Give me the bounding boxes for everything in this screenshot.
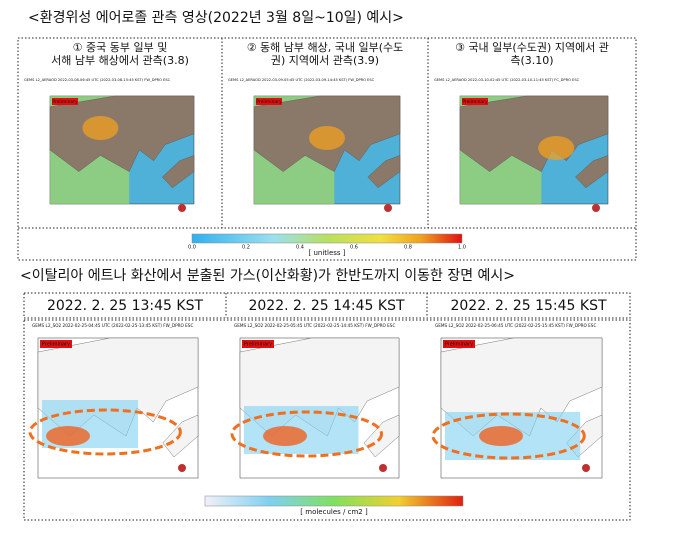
colorbar bbox=[191, 233, 463, 244]
frame bbox=[23, 319, 631, 521]
map-header: GEMS L2_AERAOD 2022-03-08-06:45 UTC (202… bbox=[24, 78, 171, 82]
highlight bbox=[28, 408, 182, 456]
badge: Preliminary bbox=[256, 99, 282, 105]
caption: 측(3.10) bbox=[510, 54, 553, 67]
plume-core bbox=[479, 426, 523, 446]
map-header: GEMS L2_AERAOD 2022-03-09-05:45 UTC (202… bbox=[228, 78, 375, 82]
time-label: 2022. 2. 25 15:45 KST bbox=[450, 298, 606, 314]
map-header: GEMS L2_SO2 2022-02-25-05:45 UTC (2022-0… bbox=[234, 323, 395, 328]
land bbox=[367, 155, 401, 189]
badge-bg bbox=[462, 98, 488, 105]
logo bbox=[384, 204, 392, 212]
colorbar-tick: 0.4 bbox=[296, 245, 304, 251]
frame bbox=[17, 37, 637, 261]
badge: Preliminary bbox=[42, 342, 70, 348]
time-label: 2022. 2. 25 14:45 KST bbox=[248, 298, 404, 314]
map-header: GEMS L2_AERAOD 2022-03-10-02:45 UTC (202… bbox=[434, 78, 580, 82]
logo bbox=[178, 204, 186, 212]
plume bbox=[309, 126, 345, 150]
logo bbox=[178, 464, 186, 472]
highlight bbox=[230, 410, 384, 458]
colorbar-tick: 0.2 bbox=[242, 245, 250, 251]
badge-bg bbox=[443, 340, 475, 348]
caption: 서해 남부 해상에서 관측(3.8) bbox=[51, 53, 189, 67]
colorbar-tick: 0.6 bbox=[350, 245, 358, 251]
plume-core bbox=[263, 426, 307, 446]
highlight bbox=[431, 412, 586, 460]
section-title: <이탈리아 에트나 화산에서 분출된 가스(이산화황)가 한반도까지 이동한 장… bbox=[20, 268, 515, 284]
map-header: GEMS L2_SO2 2022-02-25-04:45 UTC (2022-0… bbox=[32, 323, 193, 328]
badge-bg bbox=[256, 98, 282, 105]
logo bbox=[582, 464, 590, 472]
colorbar bbox=[204, 495, 464, 507]
badge: Preliminary bbox=[52, 99, 78, 105]
plume-core bbox=[46, 426, 90, 446]
logo bbox=[592, 204, 600, 212]
plume bbox=[538, 136, 575, 160]
badge: Preliminary bbox=[462, 99, 488, 105]
section-title: <환경위성 에어로졸 관측 영상(2022년 3월 8일~10일) 예시> bbox=[28, 10, 404, 26]
logo bbox=[379, 464, 387, 472]
badge-bg bbox=[242, 340, 274, 348]
land bbox=[49, 95, 195, 172]
land bbox=[162, 155, 195, 189]
caption: ② 동해 남부 해상, 국내 일부(수도 bbox=[247, 40, 404, 54]
colorbar-unit: [ molecules / cm2 ] bbox=[300, 508, 368, 516]
badge-bg bbox=[40, 340, 72, 348]
caption: ① 중국 동부 일부 및 bbox=[73, 40, 168, 54]
colorbar-unit: [ unitless ] bbox=[308, 249, 345, 257]
badge: Preliminary bbox=[244, 342, 272, 348]
time-label: 2022. 2. 25 13:45 KST bbox=[47, 298, 203, 314]
plume bbox=[82, 116, 119, 140]
map-header: GEMS L2_SO2 2022-02-25-06:45 UTC (2022-0… bbox=[435, 323, 596, 328]
frame bbox=[23, 292, 631, 319]
land bbox=[575, 155, 609, 189]
badge: Preliminary bbox=[445, 342, 473, 348]
colorbar-tick: 0.0 bbox=[188, 245, 196, 251]
colorbar-tick: 1.0 bbox=[458, 245, 466, 251]
caption: 권) 지역에서 관측(3.9) bbox=[271, 54, 379, 67]
colorbar-tick: 0.8 bbox=[404, 245, 412, 251]
caption: ③ 국내 일부(수도권) 지역에서 관 bbox=[455, 40, 609, 54]
badge-bg bbox=[52, 98, 78, 105]
